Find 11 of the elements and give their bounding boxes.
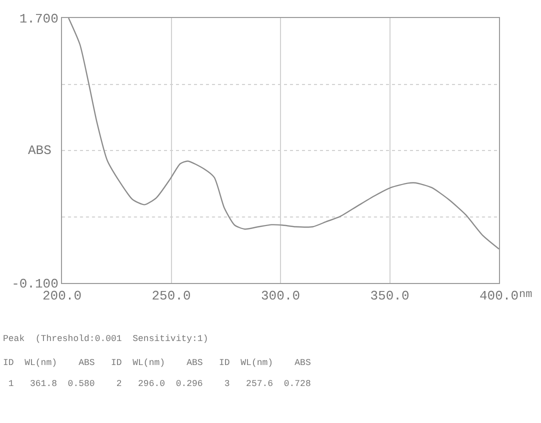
x-axis-title: nm (519, 289, 533, 301)
x-tick-label: 350.0 (370, 288, 410, 304)
y-axis-title: ABS (28, 143, 52, 158)
y-tick-label: 1.700 (19, 12, 58, 27)
text: Peak (Threshold:0.001 Sensitivity:1) (3, 334, 208, 344)
text: ID WL(nm) ABS ID WL(nm) ABS ID WL(nm) ABS (3, 358, 311, 368)
x-tick-label: 250.0 (152, 288, 191, 304)
x-tick-label: 400.0 (479, 288, 519, 304)
text: 1 361.8 0.580 2 296.0 0.296 3 257.6 0.728 (3, 379, 311, 389)
x-tick-label: 300.0 (260, 288, 300, 304)
line-series (68, 18, 499, 250)
